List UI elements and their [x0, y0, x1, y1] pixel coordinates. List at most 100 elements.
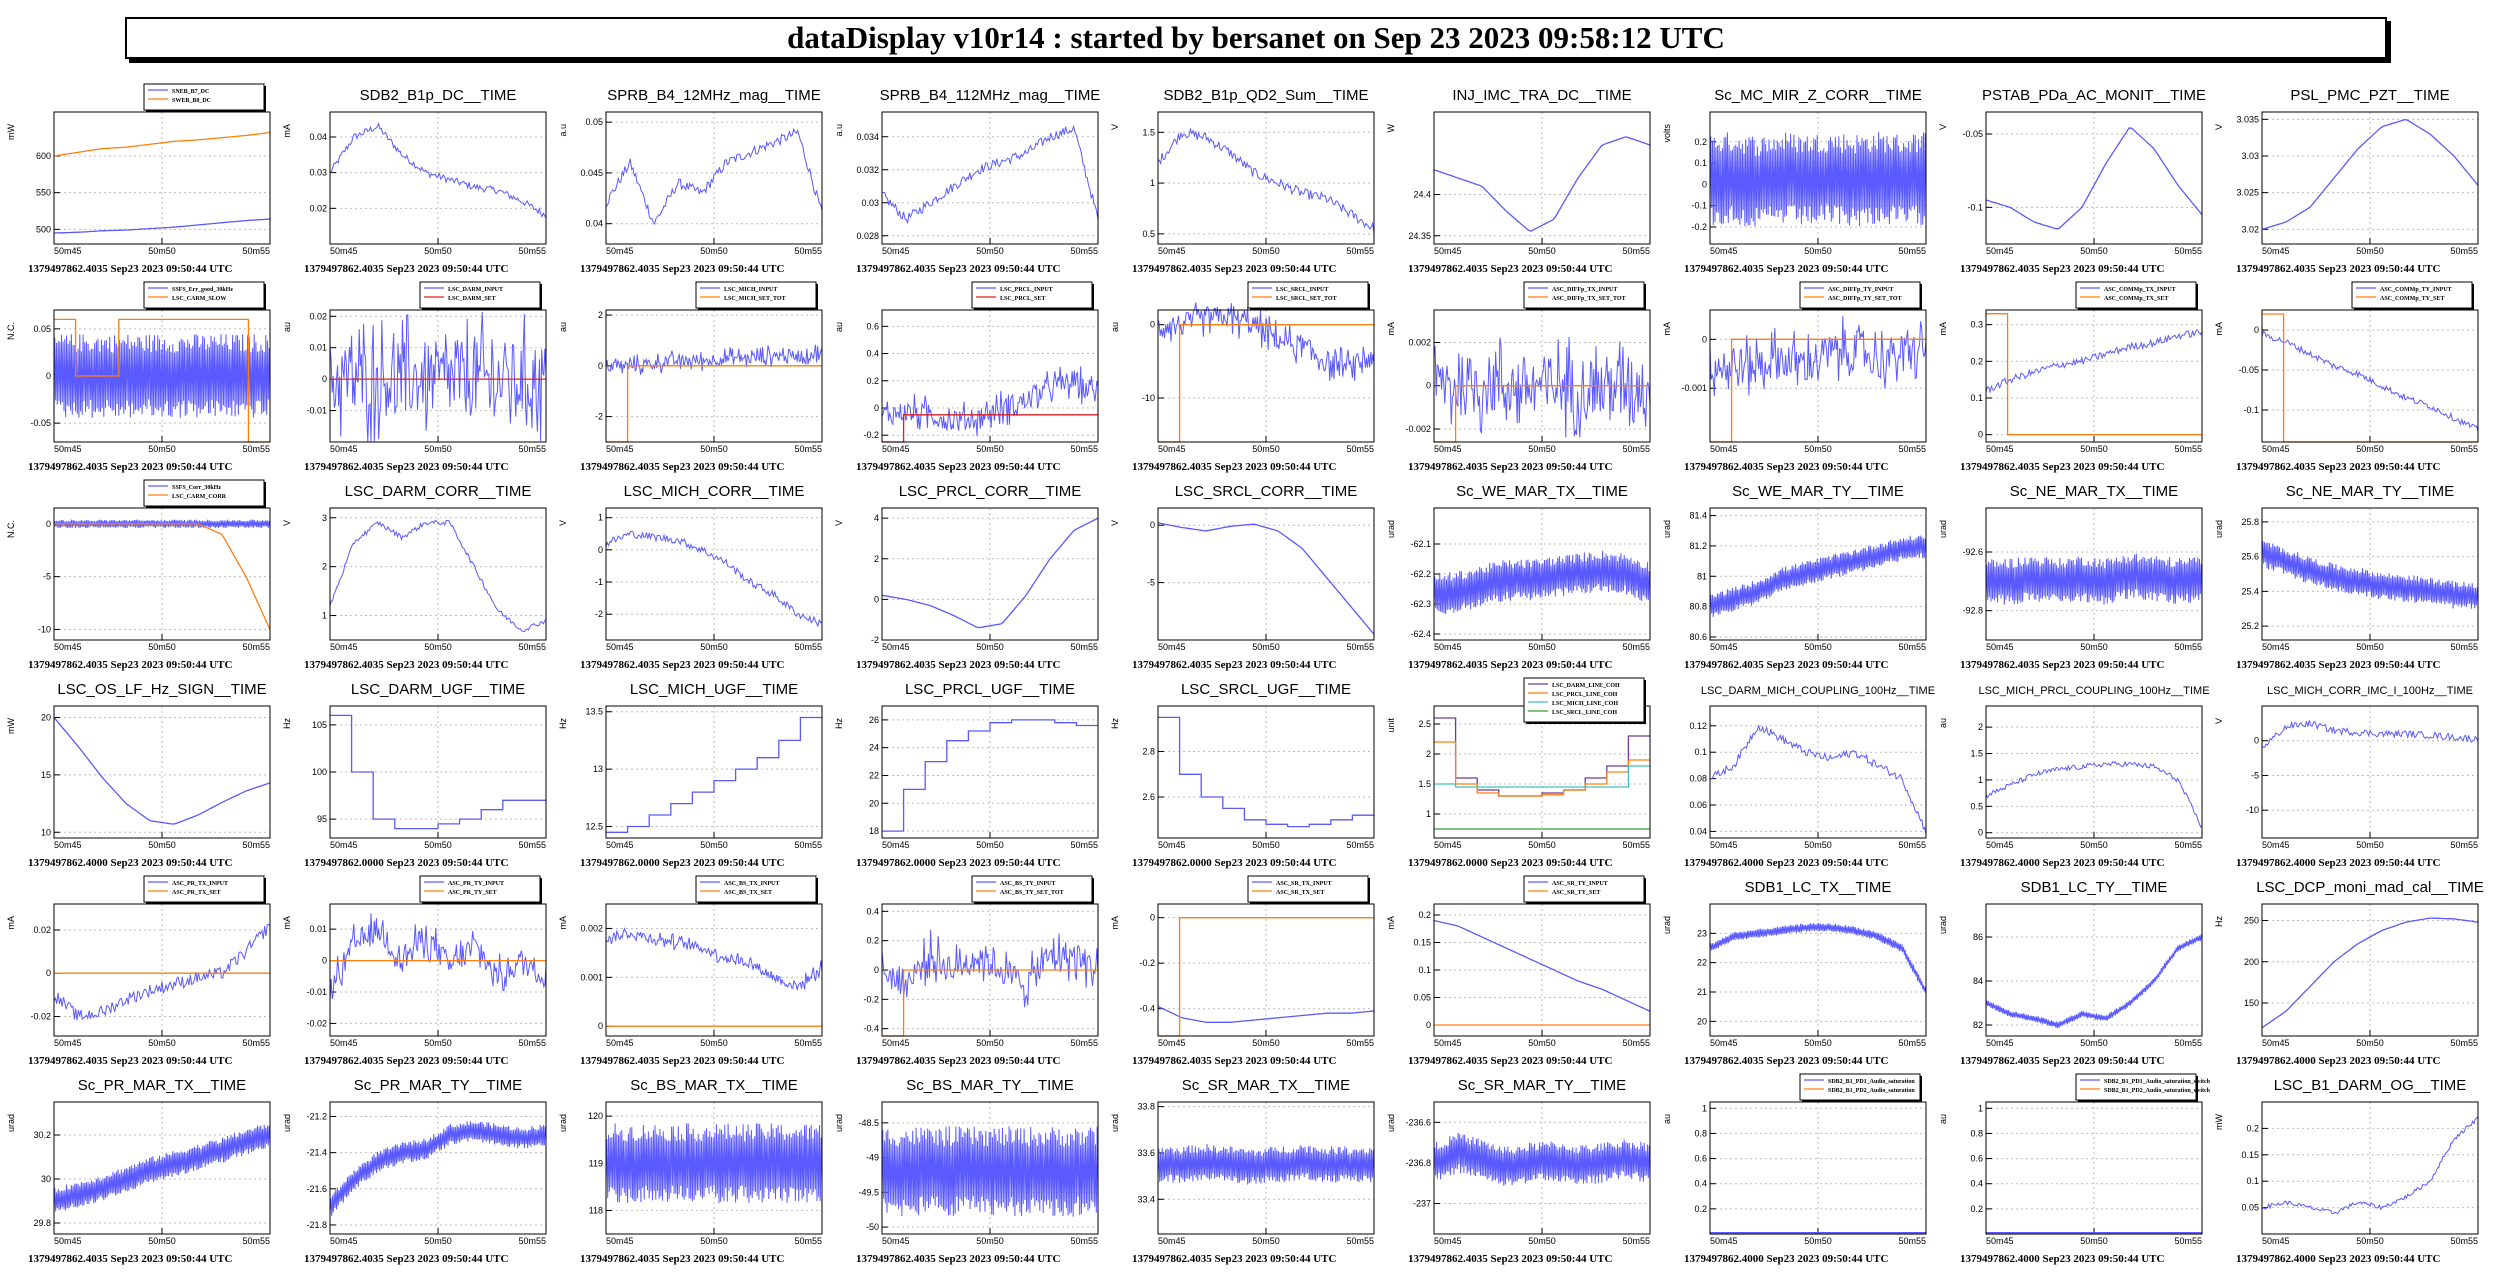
chart-title: SPRB_B4_112MHz_mag__TIME: [880, 87, 1101, 104]
timestamp-label: 1379497862.4035 Sep23 2023 09:50:44 UTC: [1684, 461, 1888, 473]
x-tick-label: 50m55: [2450, 642, 2478, 652]
x-tick-label: 50m55: [1070, 642, 1098, 652]
timestamp-label: 1379497862.4035 Sep23 2023 09:50:44 UTC: [580, 461, 784, 473]
y-tick-label: 0.03: [309, 168, 327, 178]
legend-entry: ASC_COMMp_TX_INPUT: [2104, 287, 2176, 293]
y-axis-label: urad: [1110, 1114, 1120, 1132]
x-tick-label: 50m55: [1346, 246, 1374, 256]
x-tick-label: 50m55: [1898, 1038, 1926, 1048]
chart-panel: au 0.2 0.4 0.6 0.8 1 50m45 50m50 50m55 SDB2_B1_PD…: [1658, 1072, 1934, 1268]
y-tick-label: 0.045: [580, 168, 603, 178]
timestamp-label: 1379497862.4035 Sep23 2023 09:50:44 UTC: [1408, 659, 1612, 671]
y-tick-label: 250: [2244, 916, 2259, 926]
series-line: [1985, 127, 2203, 230]
chart-title: LSC_DARM_CORR__TIME: [345, 483, 532, 500]
y-tick-label: -0.002: [1405, 424, 1431, 434]
series-line: [2261, 118, 2479, 230]
y-tick-label: 0: [46, 371, 51, 381]
y-tick-label: 0: [1150, 913, 1155, 923]
chart-title: Sc_NE_MAR_TX__TIME: [2010, 483, 2178, 500]
x-tick-label: 50m55: [242, 1236, 270, 1246]
y-axis-label: mA: [1662, 322, 1672, 336]
y-tick-label: -0.2: [1691, 222, 1707, 232]
legend-entry: ASC_PR_TX_SET: [172, 890, 221, 896]
y-tick-label: -0.4: [863, 1024, 879, 1034]
y-tick-label: 600: [36, 151, 51, 161]
legend-entry: LSC_MICH_INPUT: [724, 287, 777, 293]
y-tick-label: 3: [322, 513, 327, 523]
y-tick-label: 21: [1697, 987, 1707, 997]
series-line: [53, 131, 271, 157]
series-line: [606, 365, 822, 443]
timestamp-label: 1379497862.4035 Sep23 2023 09:50:44 UTC: [304, 1253, 508, 1265]
y-tick-label: 0.2: [866, 376, 879, 386]
x-tick-label: 50m55: [2174, 246, 2202, 256]
x-tick-label: 50m55: [518, 1236, 546, 1246]
series-line: [53, 218, 271, 234]
y-axis-label: volts: [1662, 124, 1672, 143]
series-line: [882, 414, 1098, 443]
y-tick-label: 0.4: [1694, 1179, 1707, 1189]
timestamp-label: 1379497862.4035 Sep23 2023 09:50:44 UTC: [2236, 263, 2440, 275]
chart-legend: SDB2_B1_PD1_Audio_saturation SDB2_B1_PD2_…: [1799, 1073, 1922, 1102]
y-tick-label: -48.5: [858, 1118, 879, 1128]
x-tick-label: 50m55: [1346, 642, 1374, 652]
y-axis-label: V: [2214, 718, 2224, 724]
chart-panel: SPRB_B4_12MHz_mag__TIME a.u 0.04 0.045 0.05 5…: [554, 82, 830, 278]
x-tick-label: 50m45: [1434, 246, 1462, 256]
plot-frame: [1709, 507, 1927, 641]
y-axis-label: mA: [282, 124, 292, 138]
y-tick-label: 0.03: [861, 198, 879, 208]
x-tick-label: 50m50: [700, 246, 728, 256]
timestamp-label: 1379497862.4035 Sep23 2023 09:50:44 UTC: [28, 1055, 232, 1067]
y-axis-label: au: [1110, 322, 1120, 332]
chart-svg: mA -0.4 -0.2 0 50m45 50m50 50m55 ASC_SR_TX_INPU…: [1110, 875, 1375, 1067]
y-axis-label: Hz: [1110, 718, 1120, 729]
chart-panel: LSC_OS_LF_Hz_SIGN__TIME mW 10 15 20 50m45 50m5…: [2, 676, 278, 872]
y-tick-label: 2.5: [1418, 719, 1431, 729]
series-line: [1157, 522, 1375, 635]
legend-entry: ASC_SR_TY_SET: [1552, 890, 1600, 896]
timestamp-label: 1379497862.4035 Sep23 2023 09:50:44 UTC: [1132, 659, 1336, 671]
x-tick-label: 50m55: [1898, 642, 1926, 652]
x-tick-label: 50m45: [1710, 642, 1738, 652]
y-tick-label: 0: [1150, 320, 1155, 330]
y-tick-label: 1: [1978, 775, 1983, 785]
legend-entry: ASC_SR_TY_INPUT: [1552, 881, 1608, 887]
x-tick-label: 50m45: [1158, 642, 1186, 652]
y-tick-label: 33.4: [1137, 1194, 1155, 1204]
legend-entry: ASC_PR_TY_INPUT: [448, 881, 504, 887]
y-axis-label: urad: [1386, 1114, 1396, 1132]
x-tick-label: 50m45: [330, 1038, 358, 1048]
y-tick-label: 0.06: [1689, 800, 1707, 810]
legend-entry: ASC_SR_TX_SET: [1276, 890, 1324, 896]
series-line: [53, 1124, 271, 1214]
x-tick-label: 50m50: [1804, 1236, 1832, 1246]
y-tick-label: -236.8: [1405, 1158, 1431, 1168]
x-tick-label: 50m50: [1804, 840, 1832, 850]
x-tick-label: 50m45: [330, 840, 358, 850]
x-tick-label: 50m45: [1986, 246, 2014, 256]
series-line: [329, 122, 547, 219]
y-tick-label: -10: [1142, 393, 1155, 403]
timestamp-label: 1379497862.4035 Sep23 2023 09:50:44 UTC: [1132, 263, 1336, 275]
x-tick-label: 50m55: [794, 246, 822, 256]
chart-title: Sc_WE_MAR_TX__TIME: [1456, 483, 1628, 500]
chart-panel: N.C. -10 -5 0 50m45 50m50 50m55 SSFS_Corr_30kHz…: [2, 478, 278, 674]
chart-title: Sc_BS_MAR_TX__TIME: [630, 1077, 798, 1094]
chart-title: PSL_PMC_PZT__TIME: [2290, 87, 2449, 104]
timestamp-label: 1379497862.4035 Sep23 2023 09:50:44 UTC: [1684, 659, 1888, 671]
legend-entry: ASC_DIFFp_TX_SET_TOT: [1552, 296, 1626, 302]
series-line: [1709, 535, 1927, 617]
y-tick-label: 86: [1973, 932, 1983, 942]
x-tick-label: 50m50: [2080, 642, 2108, 652]
chart-panel: Sc_MC_MIR_Z_CORR__TIME volts -0.2 -0.1 0 0.1 0…: [1658, 82, 1934, 278]
x-tick-label: 50m55: [794, 1236, 822, 1246]
y-tick-label: -0.001: [1681, 383, 1707, 393]
chart-legend: LSC_DARM_INPUT LSC_DARM_SET: [419, 281, 542, 310]
legend-entry: LSC_PRCL_LINE_COH: [1552, 692, 1618, 698]
y-tick-label: 0.05: [1413, 993, 1431, 1003]
x-tick-label: 50m50: [1804, 246, 1832, 256]
x-tick-label: 50m45: [2262, 444, 2290, 454]
